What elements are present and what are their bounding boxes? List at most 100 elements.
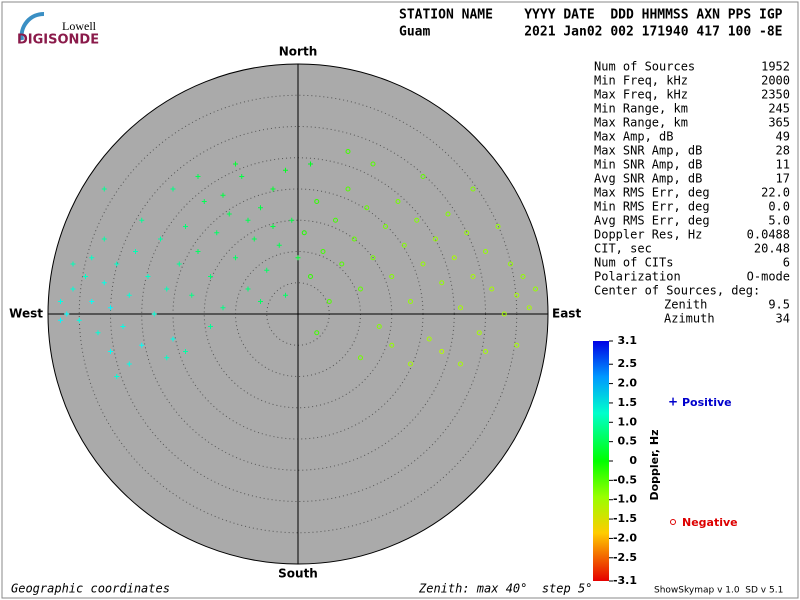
footer-right: ShowSkymap v 1.0 SD v 5.1 [654, 586, 783, 596]
source-positive [220, 305, 226, 311]
source-positive [83, 274, 88, 279]
source-negative [401, 242, 407, 248]
source-negative [314, 199, 320, 204]
source-negative [376, 324, 382, 329]
source-positive [58, 299, 63, 304]
source-positive [239, 174, 245, 179]
source-negative [489, 286, 495, 292]
source-positive [170, 336, 176, 342]
source-negative [301, 230, 307, 236]
source-positive [70, 261, 76, 267]
colorbar-tick-label: -0.5 [613, 473, 637, 486]
source-negative [470, 186, 476, 192]
stat-label: Avg SNR Amp, dB [594, 172, 702, 186]
source-positive [283, 167, 288, 173]
source-positive [233, 161, 238, 167]
source-negative [483, 249, 488, 254]
source-positive [101, 280, 107, 286]
source-positive [89, 255, 95, 261]
source-negative [520, 274, 526, 279]
stat-value: 11 [776, 158, 790, 172]
source-positive [89, 299, 95, 304]
source-positive [276, 242, 282, 248]
footer-left: Geographic coordinates [11, 582, 170, 596]
colorbar-tick-label: 2.5 [618, 357, 638, 370]
source-negative [395, 199, 401, 204]
source-positive [151, 311, 157, 317]
colorbar-tick-label: -2.5 [613, 551, 637, 564]
center-title: Center of Sources, deg: [594, 284, 760, 298]
source-positive [95, 330, 101, 336]
source-positive [183, 349, 188, 354]
source-negative [351, 236, 357, 242]
stat-value: 2000 [761, 74, 790, 88]
footer-center: Zenith: max 40° step 5° [418, 582, 592, 596]
zenith-value: 9.5 [768, 298, 790, 312]
source-positive [164, 355, 170, 361]
source-negative [414, 217, 420, 223]
header-columns: STATION NAME YYYY DATE DDD HHMMSS AXN PP… [399, 8, 783, 23]
stat-label: Min Freq, kHz [594, 74, 688, 88]
source-positive [139, 342, 145, 348]
stat-value: 2350 [761, 88, 790, 102]
source-positive [258, 205, 263, 211]
source-negative [383, 224, 388, 229]
logo-bottom: DIGISONDE [17, 33, 99, 48]
source-positive [214, 230, 220, 236]
source-negative [470, 274, 476, 279]
source-negative [370, 255, 376, 261]
colorbar-tick-label: 0 [629, 454, 637, 467]
source-negative [464, 230, 470, 236]
source-positive [126, 292, 132, 298]
source-positive [245, 217, 251, 223]
source-positive [108, 349, 113, 354]
legend-positive: Positive [682, 396, 732, 409]
source-positive [114, 374, 120, 379]
source-negative [408, 361, 413, 367]
source-positive [164, 286, 170, 292]
source-positive [126, 361, 132, 367]
source-negative [433, 236, 438, 242]
stat-label: Min SNR Amp, dB [594, 158, 702, 172]
colorbar-tick-label: -1.0 [613, 493, 637, 506]
source-negative [314, 330, 320, 336]
source-negative [514, 342, 520, 348]
source-positive [208, 274, 213, 279]
source-negative [408, 299, 413, 304]
source-positive [201, 199, 207, 204]
source-negative [451, 255, 457, 261]
source-negative [458, 305, 463, 311]
stat-label: Num of Sources [594, 60, 695, 74]
stat-value: 0.0 [768, 200, 790, 214]
source-positive [295, 255, 301, 261]
stat-label: Min Range, km [594, 102, 688, 116]
source-negative [364, 205, 370, 211]
source-negative [483, 349, 488, 354]
stat-value: 0.0488 [747, 228, 790, 242]
stat-value: 28 [776, 144, 790, 158]
stat-label: Polarization [594, 270, 681, 284]
source-negative [370, 161, 376, 167]
stat-label: Num of CITs [594, 256, 673, 270]
source-positive [108, 305, 113, 311]
stat-label: Max Freq, kHz [594, 88, 688, 102]
source-negative [345, 186, 351, 192]
colorbar-tick-label: 2.0 [618, 377, 638, 390]
stat-label: Avg RMS Err, deg [594, 214, 710, 228]
colorbar [593, 341, 609, 581]
source-negative [420, 261, 426, 267]
logo-arc [19, 11, 45, 41]
source-negative [389, 342, 395, 348]
header-values: Guam 2021 Jan02 002 171940 417 100 -8E [399, 25, 783, 40]
stat-value: 245 [768, 102, 790, 116]
source-positive [176, 261, 182, 267]
source-positive [145, 274, 151, 279]
source-positive [208, 324, 213, 329]
source-negative [358, 355, 363, 361]
stat-value: 5.0 [768, 214, 790, 228]
source-positive [70, 286, 76, 292]
stat-value: 17 [776, 172, 790, 186]
south-label: South [278, 567, 318, 581]
stat-label: Max SNR Amp, dB [594, 144, 702, 158]
